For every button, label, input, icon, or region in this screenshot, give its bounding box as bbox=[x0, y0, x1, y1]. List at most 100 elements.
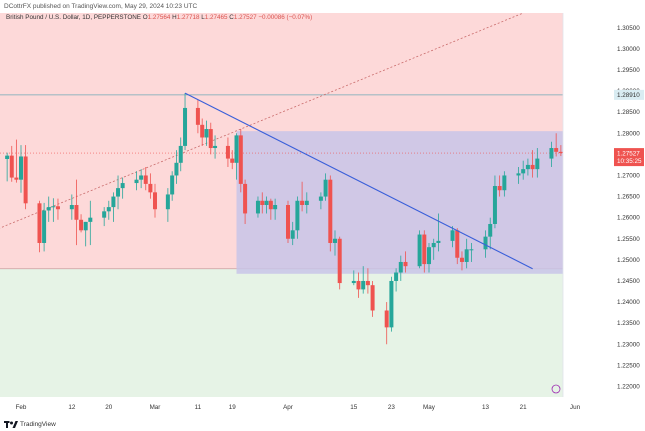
candle-body bbox=[42, 210, 47, 243]
candle-body bbox=[535, 158, 540, 170]
candle-body bbox=[492, 186, 497, 224]
candle-body bbox=[530, 164, 535, 170]
x-tick-label: May bbox=[423, 404, 436, 411]
y-tick-label: 1.26500 bbox=[617, 194, 640, 201]
candle-body bbox=[333, 238, 337, 243]
candle-body bbox=[153, 192, 157, 210]
x-tick-label: 19 bbox=[229, 404, 237, 411]
candle-body bbox=[19, 156, 23, 180]
candle-body bbox=[243, 183, 248, 214]
y-tick-label: 1.28500 bbox=[617, 109, 640, 116]
candle-body bbox=[234, 135, 239, 163]
hline-price-label: 1.28910 bbox=[617, 92, 640, 99]
x-tick-label: 20 bbox=[105, 404, 113, 411]
candle-body bbox=[116, 188, 121, 197]
candle-body bbox=[384, 310, 389, 328]
candle-body bbox=[9, 155, 14, 178]
candle-body bbox=[469, 249, 474, 251]
candle-body bbox=[213, 145, 218, 149]
candle-body bbox=[361, 280, 366, 290]
candle-body bbox=[549, 148, 554, 159]
candle-body bbox=[195, 107, 200, 125]
last-price-tag bbox=[614, 148, 644, 167]
legend-h-label: H bbox=[172, 14, 177, 21]
candle-body bbox=[286, 205, 290, 239]
chart-legend: British Pound / U.S. Dollar, 1D, PEPPERS… bbox=[6, 14, 312, 21]
candle-body bbox=[225, 145, 230, 159]
candle-body bbox=[37, 203, 42, 243]
y-tick-label: 1.22500 bbox=[617, 362, 640, 369]
candle-body bbox=[165, 194, 170, 210]
price-axis bbox=[563, 13, 645, 397]
legend-l-value: 1.27465 bbox=[204, 14, 228, 21]
publisher-text: DCottrFX published on TradingView.com, M… bbox=[4, 3, 198, 10]
legend-h-value: 1.27718 bbox=[176, 14, 200, 21]
candle-body bbox=[516, 173, 521, 176]
candle-body bbox=[178, 145, 183, 163]
candle-body bbox=[417, 234, 422, 267]
legend-change: −0.00086 (−0.07%) bbox=[258, 14, 313, 21]
candle-body bbox=[79, 219, 84, 231]
candle-body bbox=[23, 156, 28, 204]
candle-body bbox=[403, 261, 408, 267]
legend-o-value: 1.27564 bbox=[147, 14, 171, 21]
x-tick-label: 12 bbox=[68, 404, 76, 411]
x-tick-label: Feb bbox=[16, 404, 27, 411]
candle-body bbox=[46, 207, 51, 211]
candle-body bbox=[55, 206, 60, 210]
candle-body bbox=[300, 200, 305, 205]
candle-body bbox=[427, 247, 431, 265]
y-tick-label: 1.28000 bbox=[617, 130, 640, 137]
tradingview-footer[interactable]: TradingView bbox=[4, 421, 56, 428]
legend-c-label: C bbox=[229, 14, 234, 21]
y-tick-label: 1.23000 bbox=[617, 341, 640, 348]
candle-body bbox=[230, 158, 235, 163]
hline-price-tag bbox=[614, 89, 644, 100]
candle-body bbox=[111, 196, 116, 208]
candle-body bbox=[134, 179, 139, 184]
candle-body bbox=[450, 230, 455, 241]
y-tick-label: 1.25000 bbox=[617, 257, 640, 264]
candle-body bbox=[139, 175, 144, 180]
y-tick-label: 1.25500 bbox=[617, 236, 640, 243]
candle-body bbox=[5, 155, 10, 160]
legend-symbol: British Pound / U.S. Dollar, 1D, PEPPERS… bbox=[6, 14, 141, 21]
candle-body bbox=[389, 280, 394, 328]
candle-body bbox=[525, 164, 530, 170]
candle-body bbox=[488, 223, 493, 237]
candle-body bbox=[208, 129, 213, 149]
time-axis bbox=[0, 397, 645, 431]
x-tick-label: Mar bbox=[150, 404, 161, 411]
candle-body bbox=[323, 179, 328, 197]
x-tick-label: Apr bbox=[283, 404, 293, 411]
candle-body bbox=[328, 179, 333, 243]
candle-body bbox=[431, 242, 436, 248]
candle-body bbox=[318, 196, 323, 201]
y-tick-label: 1.22000 bbox=[617, 383, 640, 390]
candle-body bbox=[273, 205, 278, 210]
candle-body bbox=[106, 207, 111, 212]
candle-body bbox=[148, 183, 153, 193]
candle-body bbox=[394, 272, 399, 281]
countdown-label: 10:35:25 bbox=[617, 158, 642, 165]
candle-body bbox=[120, 183, 125, 189]
candle-body bbox=[238, 135, 243, 184]
candle-body bbox=[14, 177, 19, 180]
candle-body bbox=[170, 175, 175, 195]
candle-body bbox=[183, 107, 188, 146]
candle-body bbox=[422, 234, 427, 265]
range-box bbox=[236, 131, 564, 274]
last-price-label: 1.27527 bbox=[617, 150, 640, 157]
x-tick-label: 13 bbox=[482, 404, 490, 411]
tradingview-brand: TradingView bbox=[20, 421, 56, 428]
candle-body bbox=[200, 124, 205, 138]
candle-body bbox=[83, 221, 88, 231]
candle-body bbox=[464, 249, 469, 262]
y-tick-label: 1.23500 bbox=[617, 320, 640, 327]
candle-body bbox=[558, 151, 563, 154]
descending-trendline bbox=[184, 92, 533, 270]
lightning-icon bbox=[551, 384, 561, 394]
tradingview-logo-icon bbox=[4, 421, 18, 428]
lower-zone bbox=[0, 268, 563, 397]
